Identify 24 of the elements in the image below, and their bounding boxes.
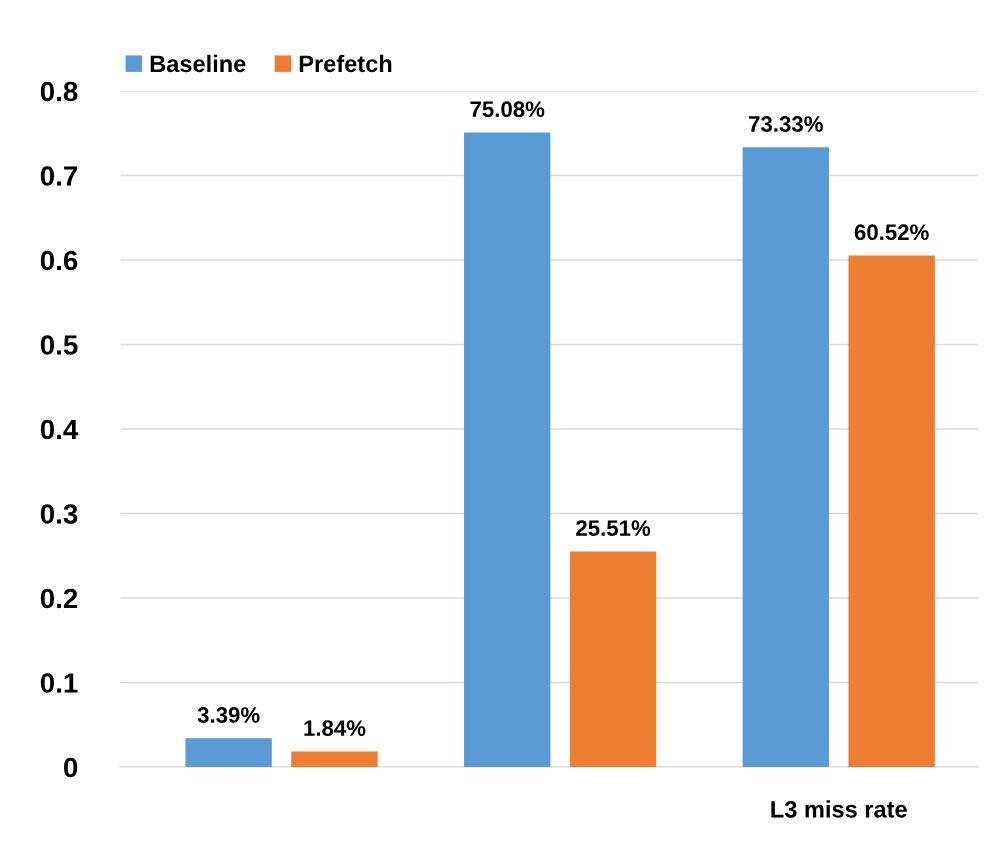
data-label: 60.52% [854,224,929,241]
y-tick-label: 0.5 [40,335,78,355]
y-tick-label: 0.7 [40,166,78,186]
bar [742,147,829,767]
bar [848,255,935,767]
data-label: 25.51% [576,520,651,536]
bar [291,751,378,767]
y-tick-label: 0.8 [40,81,78,102]
y-tick-label: 0.3 [40,504,78,524]
legend-label: Baseline [150,54,246,73]
bar [569,551,657,767]
y-tick-label: 0.1 [40,673,78,693]
data-label: 3.39% [197,707,260,723]
legend-label: Prefetch [299,54,392,73]
data-label: 75.08% [470,101,545,118]
y-tick-label: 0.4 [40,419,79,440]
bar [464,132,551,767]
y-tick-label: 0.6 [40,250,78,271]
y-tick-label: 0.2 [40,588,78,609]
bar [185,738,272,767]
y-tick-label: 0 [63,757,78,778]
data-label: 73.33% [749,116,823,132]
x-tick-label: L3 miss rate [771,800,907,818]
data-label: 1.84% [304,720,366,736]
